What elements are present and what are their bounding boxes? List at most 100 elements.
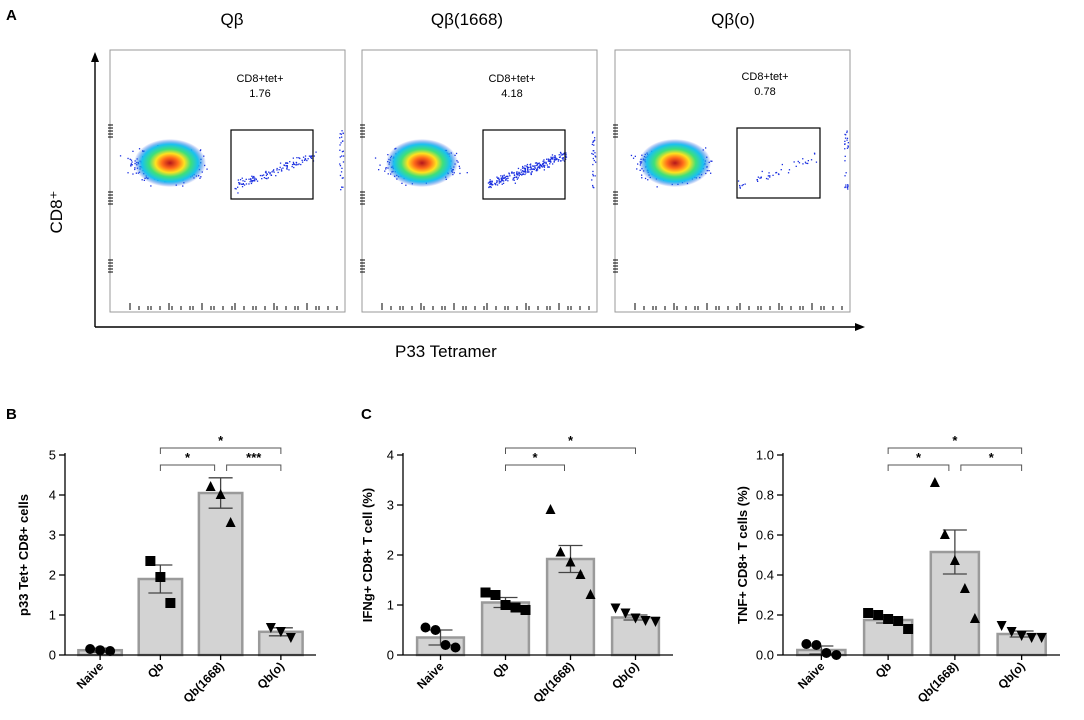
- flow-event-dot: [641, 174, 643, 176]
- flow-event-dot: [299, 157, 301, 160]
- data-point: [265, 623, 276, 633]
- flow-event-dot: [594, 175, 596, 177]
- flow-event-dot: [592, 163, 594, 166]
- flow-event-dot: [488, 181, 490, 183]
- flow-event-dot: [526, 167, 529, 169]
- flow-event-dot: [502, 176, 504, 178]
- flow-event-dot: [527, 168, 529, 171]
- flow-event-dot: [591, 179, 593, 181]
- flow-event-dot: [530, 165, 532, 167]
- flow-event-dot: [543, 159, 545, 161]
- data-point: [420, 622, 431, 633]
- flow-event-dot: [339, 165, 342, 167]
- flow-event-dot: [293, 166, 295, 169]
- flow-event-dot: [286, 162, 288, 164]
- flow-event-dot: [534, 166, 536, 168]
- flow-event-dot: [459, 167, 461, 169]
- flow-event-dot: [787, 172, 790, 174]
- flow-event-dot: [802, 158, 804, 160]
- flow-event-dot: [539, 166, 541, 168]
- flow-density-core: [134, 139, 206, 187]
- flow-event-dot: [130, 165, 132, 167]
- flow-event-dot: [129, 158, 131, 160]
- flow-event-dot: [272, 170, 274, 172]
- flow-event-dot: [530, 167, 532, 169]
- flow-event-dot: [304, 159, 306, 161]
- flow-event-dot: [737, 180, 740, 182]
- y-tick-label: 0.4: [756, 568, 774, 583]
- flow-event-dot: [130, 159, 133, 161]
- data-point: [801, 639, 812, 649]
- flow-event-dot: [517, 167, 520, 170]
- flow-event-dot: [492, 184, 494, 186]
- y-tick-label: 4: [387, 448, 394, 463]
- bar: [610, 616, 661, 657]
- y-tick-label: 1.0: [756, 448, 774, 463]
- flow-event-dot: [844, 186, 847, 188]
- flow-event-dot: [647, 179, 649, 181]
- flow-event-dot: [781, 163, 783, 166]
- flow-event-dot: [549, 158, 552, 161]
- flow-event-dot: [250, 182, 253, 185]
- flow-event-dot: [505, 179, 507, 181]
- flow-event-dot: [503, 174, 505, 176]
- flow-event-dot: [778, 173, 780, 176]
- flow-event-dot: [711, 160, 713, 162]
- x-tick-label: Naive: [414, 659, 447, 692]
- flow-event-dot: [199, 177, 201, 179]
- data-point: [650, 617, 661, 627]
- flow-event-dot: [548, 166, 550, 168]
- flow-event-dot: [340, 171, 343, 173]
- flow-event-dot: [531, 168, 533, 171]
- y-tick-label: 1: [387, 598, 394, 613]
- flow-event-dot: [845, 172, 847, 174]
- flow-event-dot: [500, 181, 502, 183]
- flow-event-dot: [846, 131, 848, 134]
- panel-letter-a: A: [6, 7, 17, 24]
- flow-event-dot: [496, 182, 498, 184]
- data-point: [883, 614, 894, 624]
- flow-event-dot: [308, 155, 311, 157]
- flow-event-dot: [250, 179, 252, 181]
- flow-event-dot: [757, 176, 759, 178]
- flow-event-dot: [513, 179, 515, 181]
- data-point: [893, 616, 904, 626]
- data-point: [450, 642, 461, 653]
- flow-event-dot: [238, 182, 240, 184]
- flow-event-dot: [552, 163, 554, 165]
- flow-event-dot: [502, 177, 504, 180]
- flow-event-dot: [594, 139, 596, 141]
- flow-event-dot: [594, 137, 596, 139]
- flow-event-dot: [847, 142, 849, 144]
- flow-event-dot: [520, 171, 523, 173]
- flow-event-dot: [555, 157, 557, 159]
- significance-bracket: [960, 464, 1023, 471]
- data-point: [640, 616, 651, 626]
- flow-event-dot: [802, 163, 804, 165]
- flow-event-dot: [846, 139, 848, 141]
- flow-event-dot: [516, 173, 518, 175]
- flow-event-dot: [490, 183, 492, 185]
- flow-event-dot: [847, 188, 849, 190]
- flow-event-dot: [285, 165, 287, 167]
- flow-event-dot: [455, 152, 458, 155]
- flow-event-dot: [255, 178, 257, 180]
- flow-event-dot: [378, 169, 380, 171]
- data-point: [1026, 633, 1037, 643]
- y-tick-label: 3: [49, 528, 56, 543]
- flow-event-dot: [637, 163, 639, 165]
- flow-event-dot: [507, 177, 509, 179]
- flow-event-dot: [374, 157, 377, 159]
- flow-event-dot: [813, 152, 816, 154]
- flow-event-dot: [844, 155, 846, 157]
- flow-event-dot: [593, 159, 595, 162]
- flow-event-dot: [501, 183, 503, 185]
- flow-event-dot: [522, 165, 524, 168]
- flow-event-dot: [592, 175, 594, 177]
- flow-event-dot: [756, 179, 758, 181]
- flow-event-dot: [300, 163, 302, 166]
- flow-event-dot: [385, 168, 387, 170]
- flow-event-dot: [524, 170, 526, 172]
- flow-event-dot: [543, 161, 546, 163]
